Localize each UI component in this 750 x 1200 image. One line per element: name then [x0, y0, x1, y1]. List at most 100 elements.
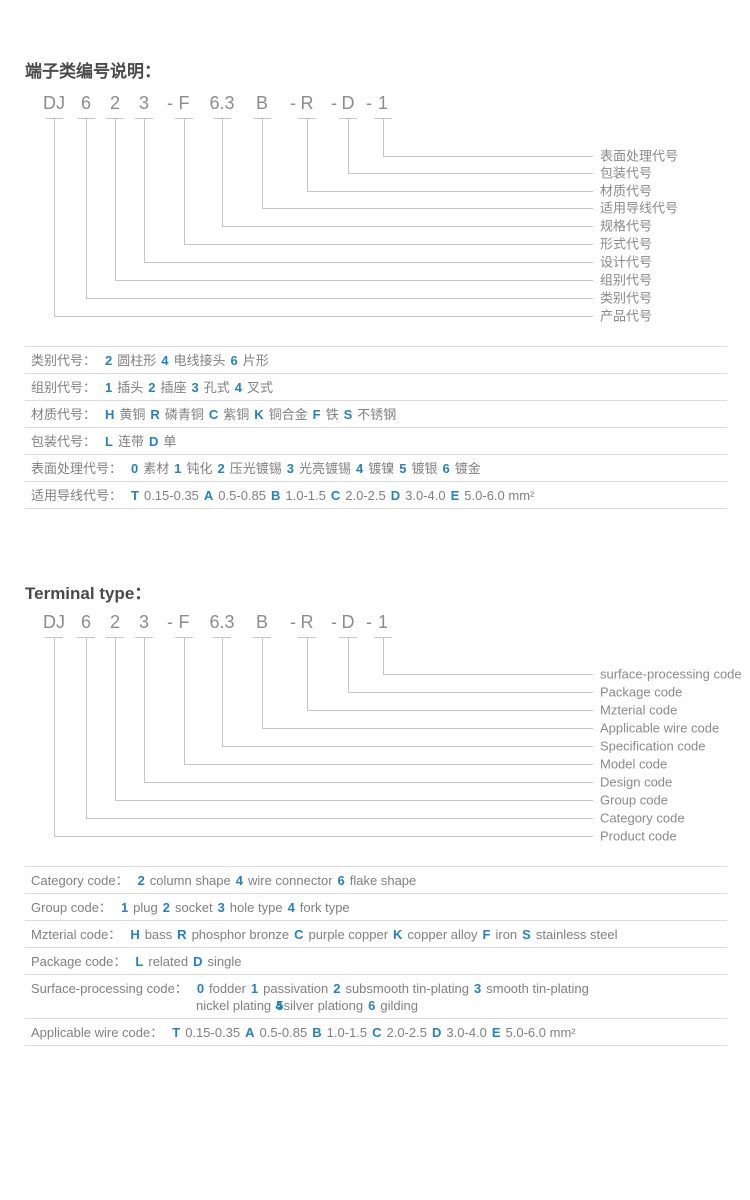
connector-hline — [307, 710, 593, 711]
diagram-label: Mzterial code — [600, 702, 678, 718]
connector-vline — [86, 637, 87, 818]
code-value: 2 — [148, 380, 156, 395]
row-label: 材质代号： — [31, 407, 97, 422]
connector-hline — [184, 764, 593, 765]
text-value: 铁 — [325, 407, 339, 422]
code-value: S — [522, 927, 531, 942]
code-part: 2 — [109, 612, 121, 632]
connector-vline — [348, 637, 349, 692]
text-value: 镀银 — [411, 461, 438, 476]
text-value: stainless steel — [535, 927, 618, 942]
code-value: 5 — [399, 461, 407, 476]
row-label: 类别代号： — [31, 353, 97, 368]
code-value: C — [330, 488, 341, 503]
code-value: 2 — [162, 900, 170, 915]
code-dash: - — [366, 93, 372, 113]
code-value: K — [254, 407, 264, 422]
text-value: 0.15-0.35 — [143, 488, 199, 503]
text-value: 铜合金 — [268, 407, 308, 422]
text-value: 0.5-0.85 — [218, 488, 266, 503]
connector-hline — [115, 800, 593, 801]
text-value: 电线接头 — [173, 353, 226, 368]
code-value: 6 — [442, 461, 450, 476]
table-row-line: 组别代号： 1 插头 2 插座 3 孔式 4 叉式 — [31, 379, 727, 396]
code-dash: - — [331, 93, 337, 113]
connector-vline — [383, 118, 384, 156]
text-value: wire connector — [247, 873, 333, 888]
connector-hline — [383, 674, 593, 675]
connector-hline — [144, 782, 593, 783]
diagram-label: Group code — [600, 792, 668, 808]
code-value: S — [343, 407, 353, 422]
connector-vline — [222, 637, 223, 746]
code-value: L — [105, 434, 113, 449]
code-dash: - — [331, 612, 337, 632]
diagram-label: Model code — [600, 756, 668, 772]
code-value: H — [105, 407, 115, 422]
table-row: 适用导线代号： T 0.15-0.35 A 0.5-0.85 B 1.0-1.5 C 2.0-2… — [25, 482, 727, 509]
code-value: K — [393, 927, 403, 942]
connector-vline — [144, 118, 145, 262]
text-value: 磷青铜 — [164, 407, 204, 422]
code-table-en: Category code： 2 column shape 4 wire connect… — [25, 866, 727, 1046]
code-value: 4 — [356, 461, 364, 476]
table-row: 类别代号： 2 圆柱形 4 电线接头 6 片形 — [25, 347, 727, 374]
code-part: DJ — [43, 93, 65, 113]
text-value: flake shape — [349, 873, 417, 888]
text-value: 光亮镀锡 — [299, 461, 352, 476]
code-part: 6.3 — [209, 612, 235, 632]
code-value: 2 — [137, 873, 145, 888]
connector-hline — [262, 208, 593, 209]
diagram-label: 形式代号 — [600, 236, 653, 252]
table-row: 组别代号： 1 插头 2 插座 3 孔式 4 叉式 — [25, 374, 727, 401]
code-value: E — [491, 1025, 501, 1040]
text-value: 圆柱形 — [117, 353, 157, 368]
code-part: F — [178, 93, 190, 113]
diagram-label: 类别代号 — [600, 290, 653, 306]
code-part: 3 — [138, 612, 150, 632]
code-value: 2 — [217, 461, 225, 476]
code-value: B — [312, 1025, 322, 1040]
code-part: B — [255, 93, 269, 113]
code-part: B — [255, 612, 269, 632]
diagram-label: 设计代号 — [600, 254, 653, 270]
diagram-label: Design code — [600, 774, 673, 790]
diagram-label: Specification code — [600, 738, 706, 754]
text-value: 2.0-2.5 — [386, 1025, 427, 1040]
code-value: 6 — [337, 873, 345, 888]
connector-hline — [348, 173, 593, 174]
row-label: 适用导线代号： — [31, 488, 123, 503]
connector-hline — [54, 316, 593, 317]
diagram-label: surface-processing code — [600, 666, 742, 682]
text-value: 0.15-0.35 — [185, 1025, 241, 1040]
code-dash: - — [290, 93, 296, 113]
connector-hline — [222, 226, 593, 227]
diagram-label: 材质代号 — [600, 183, 653, 199]
code-part: 3 — [138, 93, 150, 113]
text-value: nickel plating — [196, 998, 272, 1013]
code-part: 6 — [80, 93, 92, 113]
table-row: Applicable wire code： T 0.15-0.35 A 0.5-0.85… — [25, 1019, 727, 1046]
row-label: Category code： — [31, 873, 129, 888]
text-value: 叉式 — [247, 380, 274, 395]
code-value: L — [135, 954, 144, 969]
text-value: 1.0-1.5 — [326, 1025, 368, 1040]
diagram-label: 表面处理代号 — [600, 148, 679, 164]
code-value: 2 — [105, 353, 113, 368]
code-value: R — [177, 927, 187, 942]
text-value: 孔式 — [203, 380, 230, 395]
code-value: 3 — [191, 380, 199, 395]
code-value: 6 — [368, 998, 376, 1013]
connector-hline — [262, 728, 593, 729]
code-value: T — [131, 488, 139, 503]
connector-vline — [262, 637, 263, 728]
code-value: H — [130, 927, 140, 942]
code-part: D — [341, 93, 355, 113]
connector-hline — [54, 836, 593, 837]
text-value: 插头 — [117, 380, 144, 395]
code-value: 54 — [275, 998, 283, 1013]
table-row-line: 适用导线代号： T 0.15-0.35 A 0.5-0.85 B 1.0-1.5 C 2.0-2… — [31, 487, 727, 504]
